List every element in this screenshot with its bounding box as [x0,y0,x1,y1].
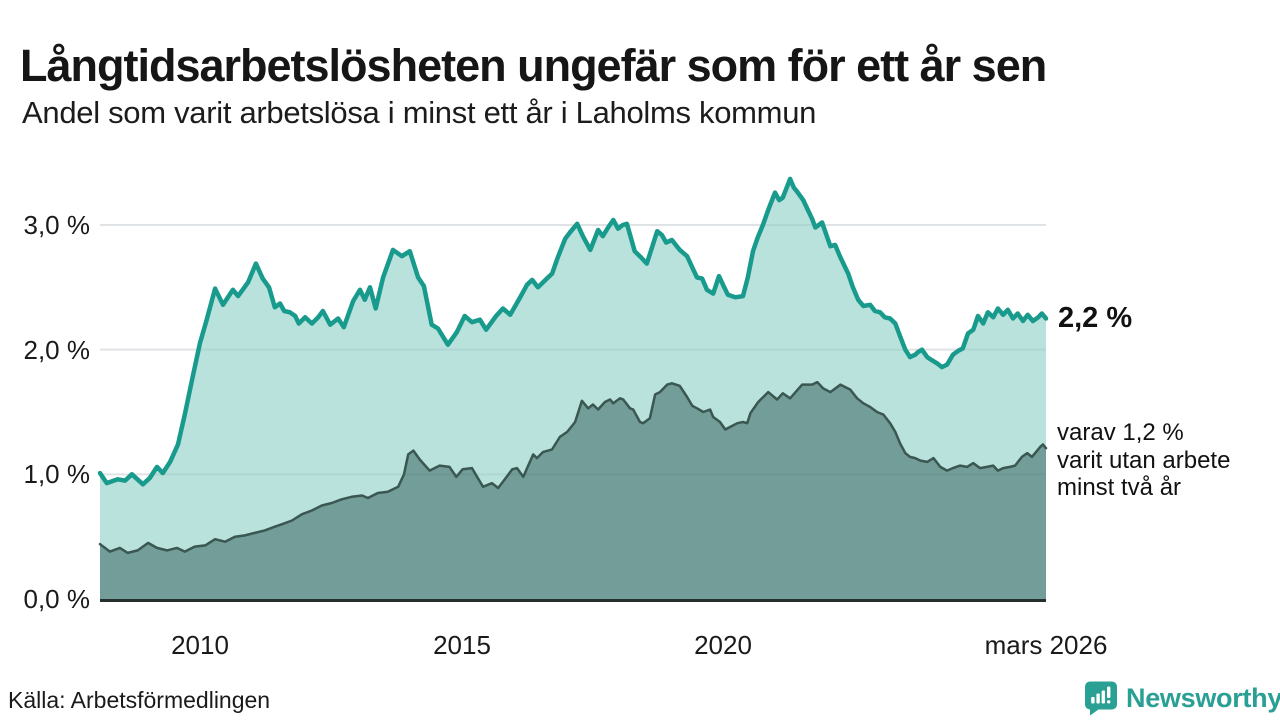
x-tick-label: 2020 [694,630,752,660]
x-tick-label: mars 2026 [984,630,1108,660]
bar-3 [1101,690,1105,704]
bar-2 [1096,693,1100,704]
series-line [97,176,1049,487]
series-end-note-line: varit utan arbete [1057,446,1231,474]
series-end-note: varav 1,2 % varit utan arbete minst två … [1057,419,1230,502]
y-tick-label: 0,0 % [23,584,91,614]
y-tick-label: 2,0 % [23,334,91,365]
y-tick-label: 3,0 % [23,210,91,240]
speech-bubble-shape [1085,681,1117,716]
chart-subtitle: Andel som varit arbetslösa i minst ett å… [22,95,817,130]
x-tick-label: 2015 [433,630,491,660]
newsworthy-brand: Newsworthy [1084,681,1280,716]
exclamation-dot [1107,700,1111,704]
bar-1 [1091,697,1095,704]
area-fill [100,382,1046,599]
series-end-note-line: minst två år [1057,474,1182,501]
exclamation-stem [1107,686,1111,698]
series-end-note-line: varav 1,2 % [1057,419,1184,446]
series-end-value-label: 2,2 % [1058,302,1133,334]
page-title: Långtidsarbetslösheten ungefär som för e… [20,40,1047,92]
area-fill [100,178,1046,599]
series-line [98,380,1048,555]
newsworthy-wordmark: Newsworthy [1126,683,1280,713]
x-tick-label: 2010 [171,630,229,660]
newsworthy-logo-icon [1085,681,1117,716]
y-tick-label: 1,0 % [23,459,91,490]
source-attribution: Källa: Arbetsförmedlingen [8,687,271,713]
